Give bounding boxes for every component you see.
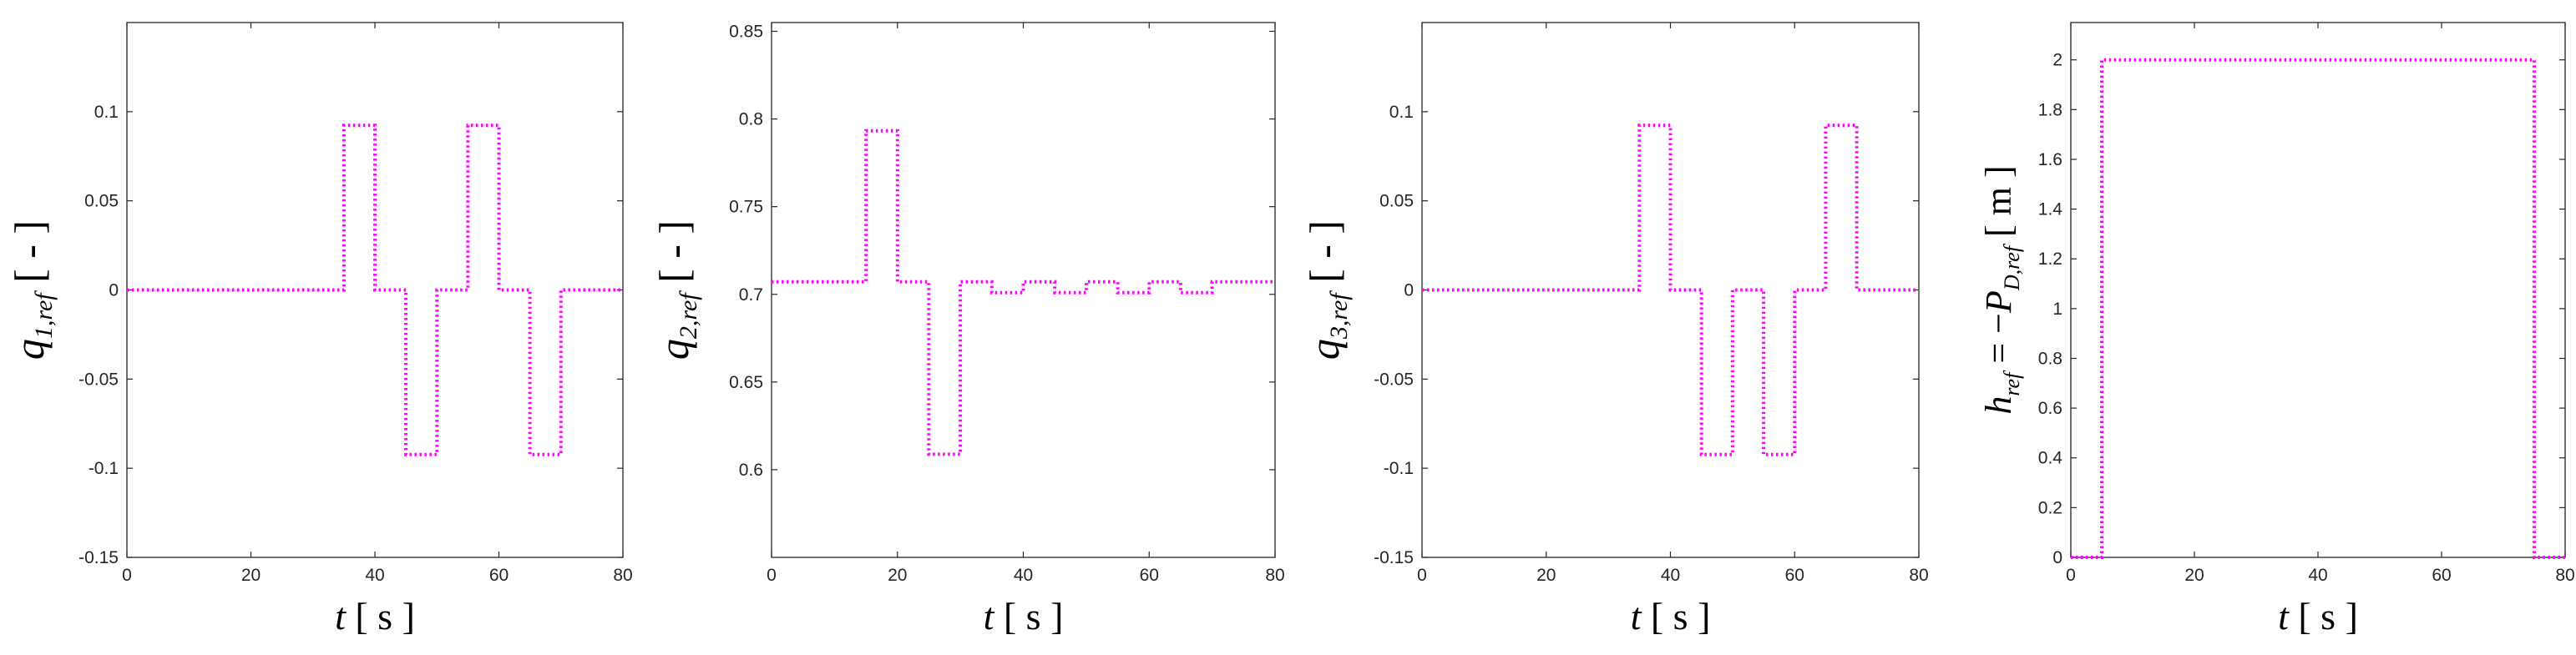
x-tick-label: 40 bbox=[365, 566, 384, 585]
y-tick-label: 0.05 bbox=[1379, 192, 1414, 211]
y-axis-label-unit: [ - ] bbox=[6, 220, 53, 293]
y-tick-label: 0.1 bbox=[94, 103, 119, 122]
x-axis-label-var: t bbox=[984, 595, 995, 637]
x-axis-label-unit: [ s ] bbox=[1641, 595, 1710, 637]
panel-q3-ref: 0 20 40 60 80 -0.15 -0.1 -0.05 0 0.05 0.1 t [ s ] q3… bbox=[1301, 22, 1929, 637]
x-tick-label: 40 bbox=[1014, 566, 1033, 585]
x-axis-label: t [ s ] bbox=[2278, 595, 2358, 637]
y-axis-label-sub: 3,ref bbox=[1325, 290, 1353, 340]
y-axis-label-sub: 2,ref bbox=[675, 290, 702, 339]
series-line bbox=[127, 123, 623, 456]
x-axis-label-unit: [ s ] bbox=[2289, 595, 2358, 637]
y-tick-label: 0.6 bbox=[739, 461, 763, 480]
x-tick-label: 80 bbox=[1265, 566, 1284, 585]
x-axis-label-var: t bbox=[2278, 595, 2290, 637]
panel-q1-ref: 0 20 40 60 80 -0.15 -0.1 -0.05 0 0.05 0.1 t [ s ] q1… bbox=[6, 22, 633, 637]
y-tick-label: 1.6 bbox=[2038, 150, 2062, 169]
y-axis-label-var: q bbox=[1301, 339, 1348, 360]
x-axis-label: t [ s ] bbox=[335, 595, 415, 637]
x-axis-label-var: t bbox=[1631, 595, 1642, 637]
y-axis-label-unit: [ m ] bbox=[1978, 165, 2019, 246]
y-axis-label: q2,ref [ - ] bbox=[650, 220, 702, 360]
y-tick-label: -0.15 bbox=[78, 548, 119, 567]
y-axis-label-var2: P bbox=[1978, 290, 2019, 314]
y-tick-label: 1.2 bbox=[2038, 249, 2062, 269]
x-tick-label: 0 bbox=[1417, 566, 1427, 585]
x-tick-label: 20 bbox=[2184, 566, 2204, 585]
y-tick-label: 0.8 bbox=[739, 110, 763, 129]
axes-box bbox=[2070, 22, 2566, 558]
x-tick-label: 0 bbox=[767, 566, 777, 585]
y-tick-label: -0.1 bbox=[89, 459, 119, 478]
x-tick-label: 20 bbox=[241, 566, 261, 585]
x-axis-label: t [ s ] bbox=[984, 595, 1064, 637]
y-tick-label: 0.7 bbox=[739, 285, 763, 305]
y-tick-label: 0.2 bbox=[2038, 498, 2062, 517]
y-axis-label: q1,ref [ - ] bbox=[6, 220, 58, 360]
panel-q2-ref: 0 20 40 60 80 0.6 0.65 0.7 0.75 0.8 0.85 t [ s ] q2,… bbox=[650, 22, 1285, 637]
y-axis-label-unit: [ - ] bbox=[1301, 220, 1348, 293]
y-tick-label: 0.75 bbox=[729, 198, 763, 217]
y-axis-label-sub2: D,ref bbox=[2000, 243, 2024, 291]
y-tick-label: 0.6 bbox=[2038, 399, 2062, 418]
x-tick-label: 60 bbox=[1140, 566, 1159, 585]
x-tick-label: 80 bbox=[613, 566, 632, 585]
y-axis-label-sub: ref bbox=[2000, 370, 2024, 396]
y-tick-label: 0.1 bbox=[1389, 103, 1414, 122]
y-tick-label: 0.85 bbox=[729, 23, 763, 42]
y-tick-label: 1 bbox=[2052, 300, 2062, 319]
x-tick-label: 40 bbox=[1661, 566, 1680, 585]
y-axis-label: href = −PD,ref [ m ] bbox=[1978, 165, 2024, 414]
y-tick-label: 0.4 bbox=[2038, 449, 2063, 468]
y-tick-label: 0.65 bbox=[729, 373, 763, 392]
y-tick-label: 2 bbox=[2052, 51, 2062, 70]
x-axis-label: t [ s ] bbox=[1631, 595, 1711, 637]
x-tick-label: 60 bbox=[489, 566, 509, 585]
y-axis-label-var: q bbox=[650, 339, 697, 360]
x-tick-label: 60 bbox=[1785, 566, 1804, 585]
y-axis-label-unit: [ - ] bbox=[650, 220, 697, 293]
x-tick-label: 40 bbox=[2308, 566, 2327, 585]
y-tick-label: -0.15 bbox=[1374, 548, 1414, 567]
y-tick-label: 0.05 bbox=[84, 192, 119, 211]
x-axis-label-var: t bbox=[335, 595, 347, 637]
y-tick-label: 0 bbox=[109, 281, 119, 300]
x-tick-label: 0 bbox=[122, 566, 132, 585]
y-tick-label: 0.8 bbox=[2038, 349, 2062, 368]
y-tick-label: -0.05 bbox=[1374, 370, 1414, 389]
y-axis-label-var: q bbox=[6, 339, 53, 360]
series-line bbox=[1422, 123, 1919, 456]
y-tick-label: 1.4 bbox=[2038, 200, 2063, 219]
y-tick-label: 1.8 bbox=[2038, 100, 2062, 119]
x-tick-label: 20 bbox=[1536, 566, 1556, 585]
x-tick-label: 80 bbox=[1909, 566, 1928, 585]
series-line bbox=[2071, 58, 2565, 559]
y-tick-label: -0.1 bbox=[1384, 459, 1414, 478]
y-axis-label-mid: = − bbox=[1978, 313, 2019, 373]
x-axis-label-unit: [ s ] bbox=[346, 595, 415, 637]
x-tick-label: 0 bbox=[2066, 566, 2076, 585]
y-axis-label-sub: 1,ref bbox=[30, 290, 58, 339]
x-tick-label: 20 bbox=[888, 566, 907, 585]
y-axis-label: q3,ref [ - ] bbox=[1301, 220, 1353, 360]
x-tick-label: 60 bbox=[2432, 566, 2451, 585]
panel-h-ref: 0 20 40 60 80 0 0.2 0.4 0.6 0.8 1 1.2 1.4 1.6 1.8 2 t [ … bbox=[1978, 22, 2575, 637]
x-tick-label: 80 bbox=[2555, 566, 2574, 585]
y-tick-label: 0 bbox=[2052, 548, 2062, 567]
y-tick-label: 0 bbox=[1404, 281, 1414, 300]
y-tick-label: -0.05 bbox=[78, 370, 119, 389]
y-axis-label-var: h bbox=[1978, 396, 2019, 415]
x-axis-label-unit: [ s ] bbox=[994, 595, 1063, 637]
